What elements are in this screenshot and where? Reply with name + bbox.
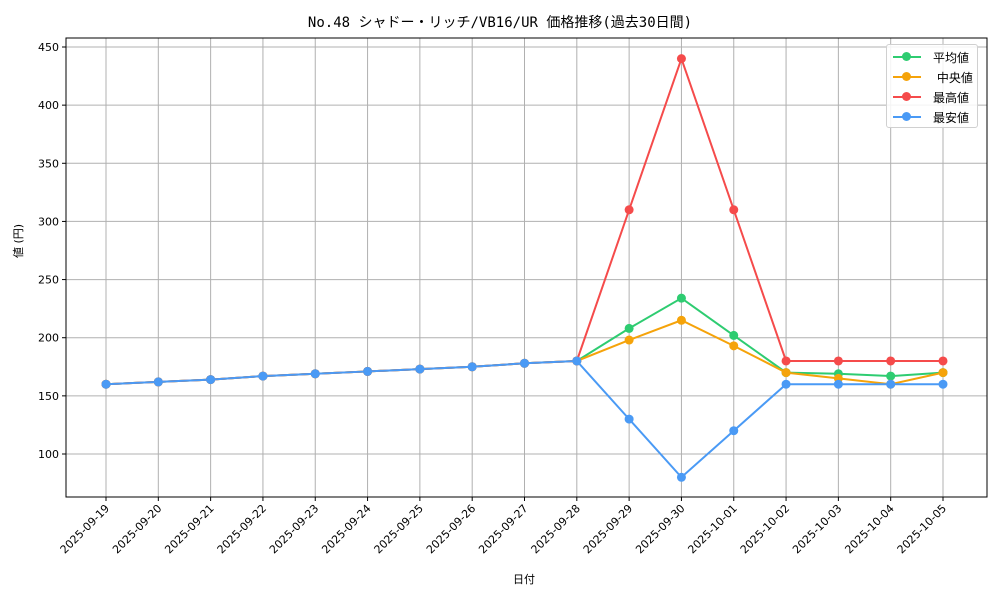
data-point bbox=[206, 375, 216, 385]
y-tick-label: 250 bbox=[38, 274, 59, 287]
data-point bbox=[624, 335, 634, 345]
x-tick-label: 2025-10-04 bbox=[842, 502, 896, 556]
data-point bbox=[572, 356, 582, 366]
axes bbox=[62, 37, 988, 501]
data-point bbox=[467, 362, 477, 372]
data-point bbox=[938, 368, 948, 378]
y-tick-label: 450 bbox=[38, 41, 59, 54]
x-tick-label: 2025-09-22 bbox=[215, 502, 269, 556]
y-tick-label: 150 bbox=[38, 390, 59, 403]
data-point bbox=[676, 293, 686, 303]
data-point bbox=[676, 315, 686, 325]
legend-marker-icon bbox=[902, 92, 911, 101]
data-point bbox=[938, 379, 948, 389]
data-point bbox=[729, 205, 739, 215]
x-tick-label: 2025-09-24 bbox=[319, 502, 373, 556]
data-point bbox=[258, 371, 268, 381]
y-tick-label: 400 bbox=[38, 99, 59, 112]
legend-marker-icon bbox=[902, 72, 911, 81]
data-point bbox=[624, 323, 634, 333]
legend-label: 最安値 bbox=[933, 111, 970, 125]
x-tick-label: 2025-09-28 bbox=[529, 502, 583, 556]
data-point bbox=[729, 341, 739, 351]
data-point bbox=[153, 377, 163, 387]
x-tick-label: 2025-09-20 bbox=[110, 502, 164, 556]
x-tick-label: 2025-09-21 bbox=[162, 502, 216, 556]
data-point bbox=[886, 379, 896, 389]
plot-frame bbox=[65, 37, 988, 498]
data-point bbox=[415, 364, 425, 374]
y-tick-label: 100 bbox=[38, 448, 59, 461]
x-tick-label: 2025-10-02 bbox=[738, 502, 792, 556]
data-point bbox=[833, 379, 843, 389]
y-tick-labels: 100 150 200 250 300 350 400 450 bbox=[38, 41, 59, 461]
x-tick-label: 2025-10-03 bbox=[790, 502, 844, 556]
data-point bbox=[624, 205, 634, 215]
data-point bbox=[886, 356, 896, 366]
data-point bbox=[729, 330, 739, 340]
data-point bbox=[886, 371, 896, 381]
legend-label: 中央値 bbox=[933, 71, 973, 85]
x-tick-label: 2025-09-27 bbox=[476, 502, 530, 556]
y-tick-label: 350 bbox=[38, 157, 59, 170]
data-point bbox=[938, 356, 948, 366]
data-series bbox=[101, 54, 948, 482]
legend-item-max: 最高値 bbox=[893, 89, 975, 105]
grid-lines bbox=[66, 38, 987, 497]
legend: 平均値 中央値 最高値 最安値 bbox=[886, 44, 978, 128]
x-tick-label: 2025-09-19 bbox=[58, 502, 112, 556]
data-point bbox=[676, 54, 686, 64]
data-point bbox=[729, 426, 739, 436]
y-axis-label: 値 (円) bbox=[12, 223, 25, 258]
x-tick-label: 2025-09-29 bbox=[581, 502, 635, 556]
series-最安値 bbox=[101, 356, 948, 482]
data-point bbox=[781, 356, 791, 366]
data-point bbox=[781, 379, 791, 389]
x-tick-labels: 2025-09-192025-09-202025-09-212025-09-22… bbox=[58, 502, 949, 556]
data-point bbox=[676, 472, 686, 482]
x-tick-label: 2025-10-01 bbox=[685, 502, 739, 556]
legend-item-average: 平均値 bbox=[893, 49, 975, 65]
legend-label: 平均値 bbox=[933, 51, 970, 65]
chart-title: No.48 シャドー・リッチ/VB16/UR 価格推移(過去30日間) bbox=[307, 15, 693, 31]
x-tick-label: 2025-09-26 bbox=[424, 502, 478, 556]
y-tick-label: 200 bbox=[38, 332, 59, 345]
data-point bbox=[363, 366, 373, 376]
data-point bbox=[781, 368, 791, 378]
data-point bbox=[310, 369, 320, 379]
x-tick-label: 2025-10-05 bbox=[895, 502, 949, 556]
data-point bbox=[833, 356, 843, 366]
x-tick-label: 2025-09-25 bbox=[372, 502, 426, 556]
legend-item-median: 中央値 bbox=[893, 69, 975, 85]
x-axis-label: 日付 bbox=[513, 573, 535, 586]
y-tick-label: 300 bbox=[38, 215, 59, 228]
data-point bbox=[624, 414, 634, 424]
legend-marker-icon bbox=[902, 52, 911, 61]
legend-item-min: 最安値 bbox=[893, 109, 975, 125]
legend-marker-icon bbox=[902, 112, 911, 121]
data-point bbox=[101, 379, 111, 389]
data-point bbox=[520, 358, 529, 368]
legend-label: 最高値 bbox=[933, 91, 970, 105]
x-tick-label: 2025-09-30 bbox=[633, 502, 687, 556]
x-tick-label: 2025-09-23 bbox=[267, 502, 321, 556]
